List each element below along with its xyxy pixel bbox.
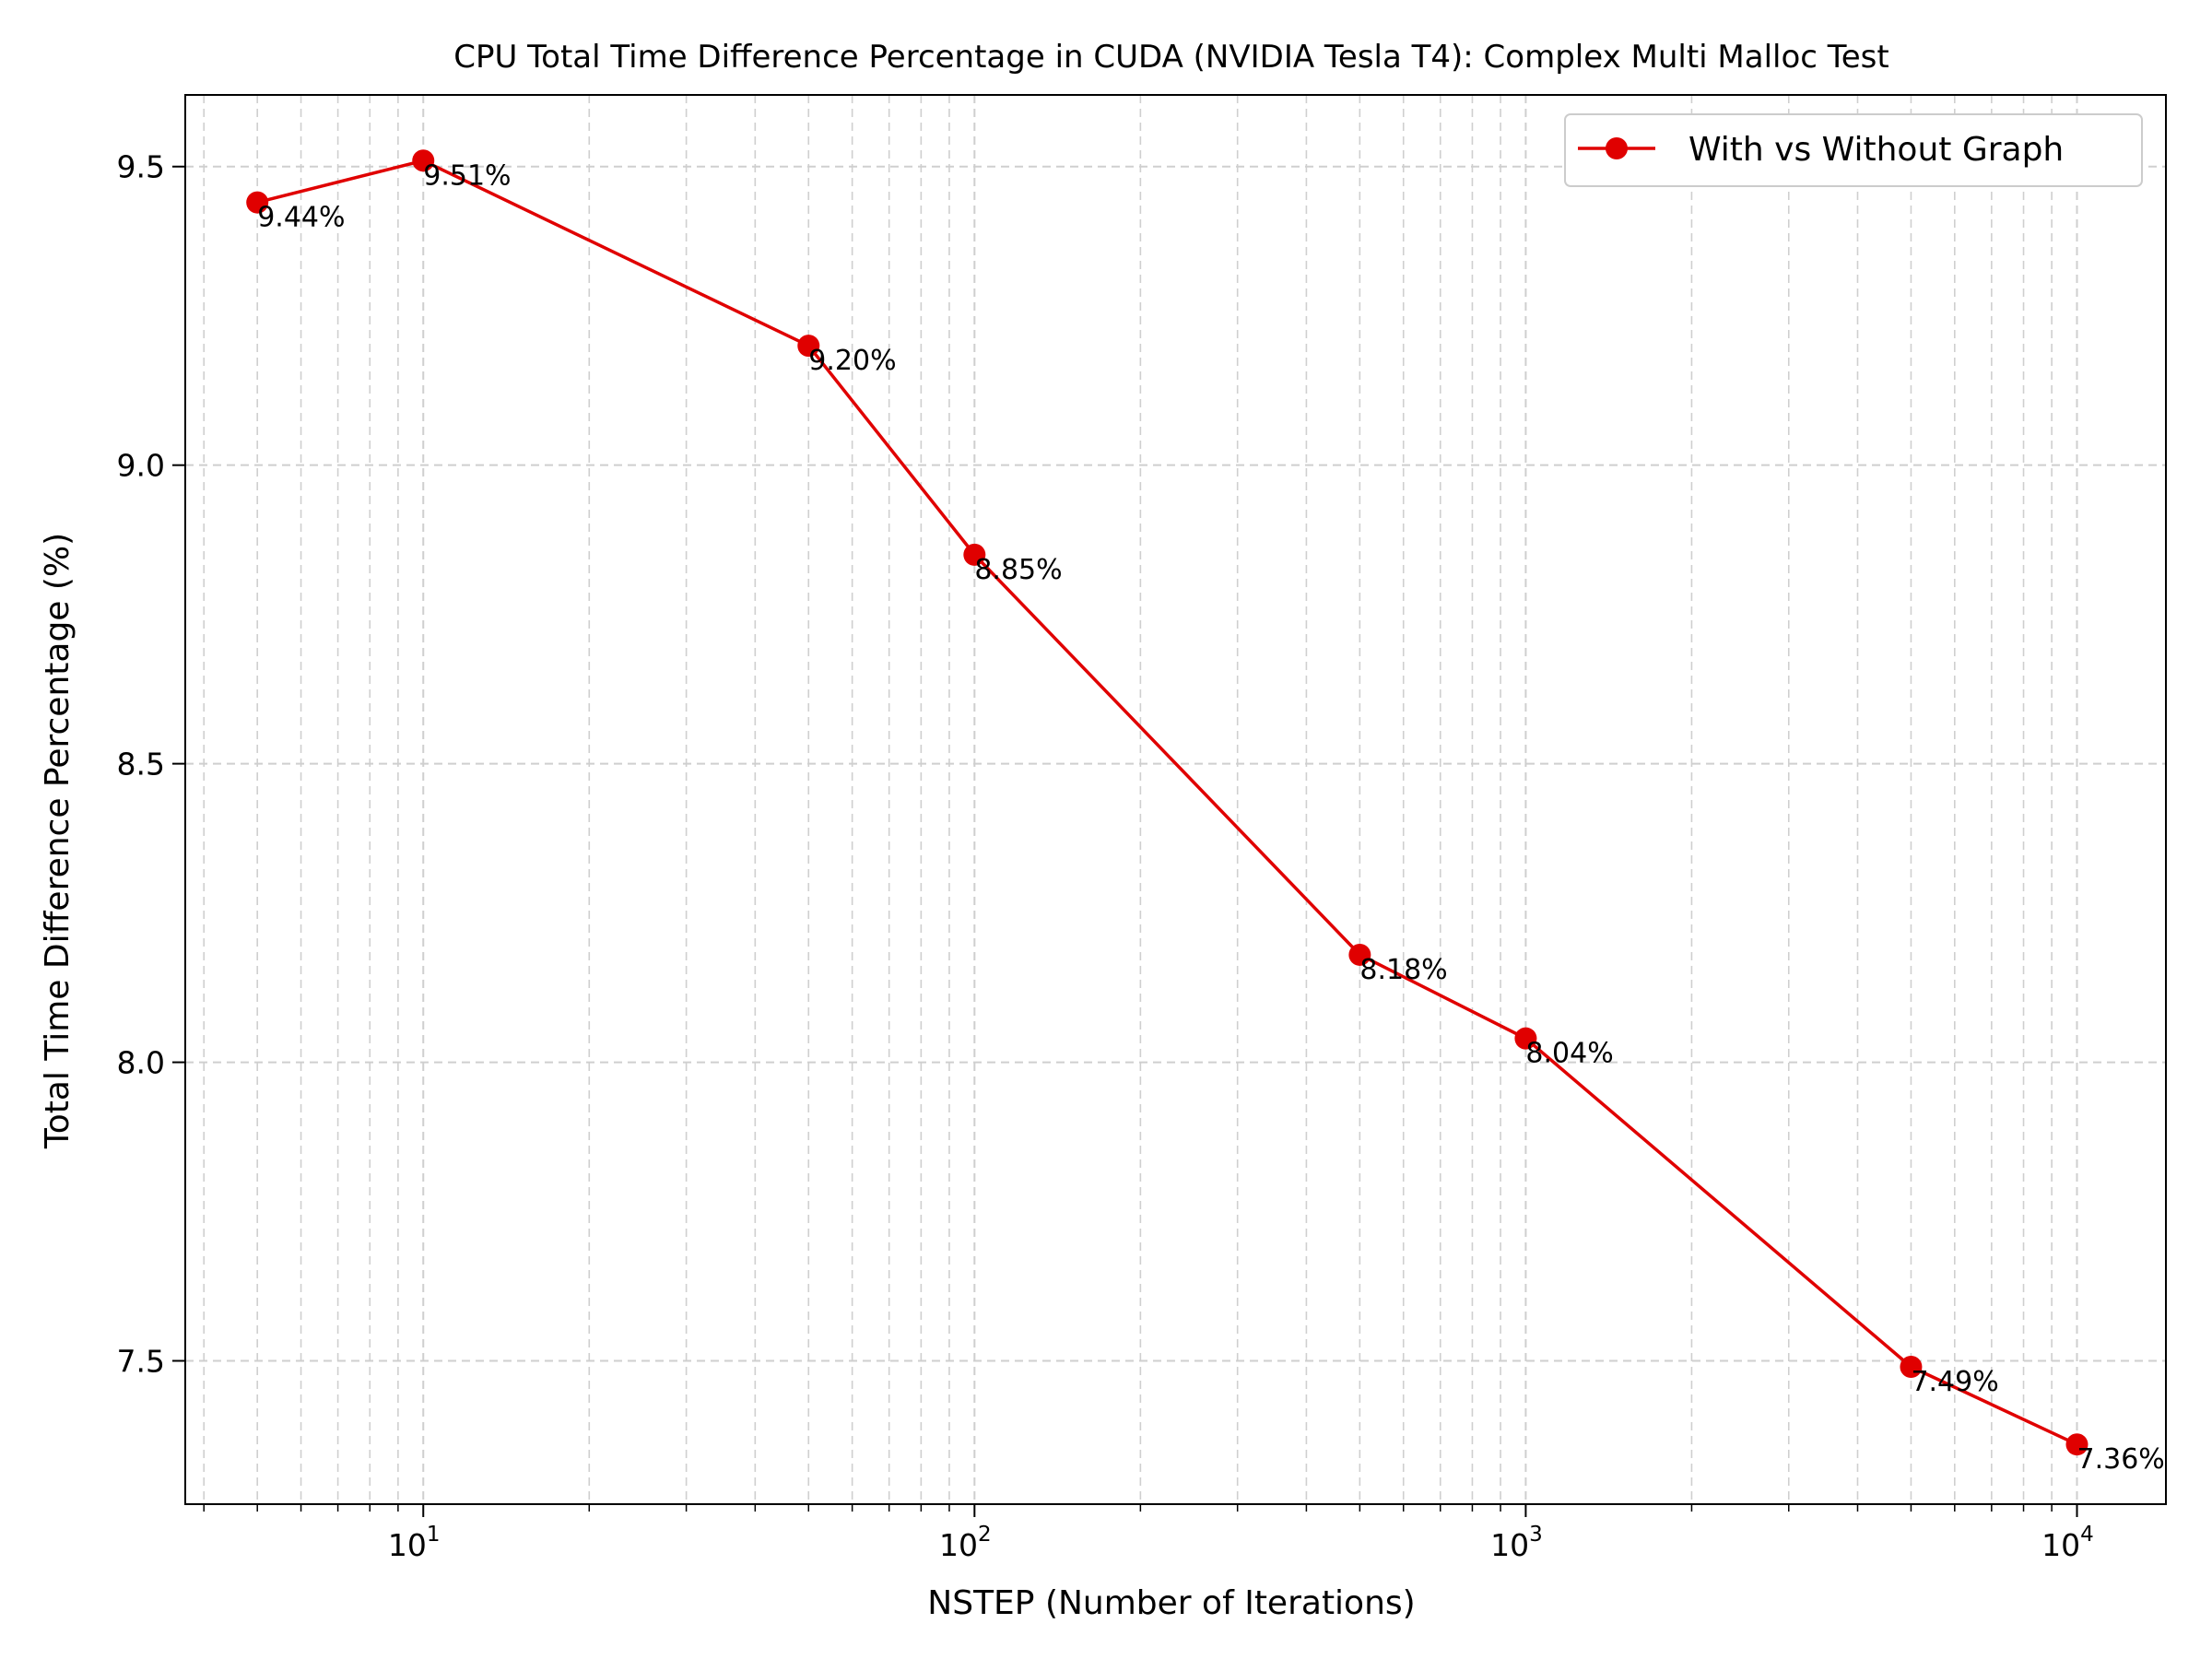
data-label: 7.36% — [2077, 1443, 2164, 1476]
y-tick-label: 7.5 — [117, 1344, 165, 1380]
x-tick-label: 102 — [939, 1523, 992, 1563]
legend-marker — [1606, 137, 1628, 159]
data-label: 8.04% — [1525, 1038, 1613, 1070]
data-label: 8.18% — [1359, 954, 1447, 986]
data-point — [412, 149, 435, 172]
series-line — [256, 159, 2078, 1446]
y-tick-label: 8.5 — [117, 747, 165, 782]
data-label: 9.44% — [257, 202, 345, 234]
data-label: 9.51% — [423, 159, 511, 192]
series-layer — [246, 149, 2088, 1456]
y-axis-label: Total Time Difference Percentage (%) — [39, 533, 76, 1149]
data-point — [1348, 943, 1371, 966]
data-label: 9.20% — [808, 345, 896, 377]
y-tick-label: 9.5 — [117, 149, 165, 185]
axes: 7.5 8.0 8.5 9.0 9.5 101 102 103 104 — [117, 94, 2167, 1563]
legend: With vs Without Graph — [1564, 113, 2143, 187]
x-axis-label: NSTEP (Number of Iterations) — [927, 1584, 1415, 1622]
data-labels: 9.44% 9.51% 9.20% 8.85% 8.18% 8.04% 7.49% 7.36% — [257, 159, 2165, 1476]
data-point — [963, 543, 986, 566]
data-point — [797, 335, 820, 358]
data-point — [1900, 1355, 1923, 1378]
y-tick-label: 8.0 — [117, 1045, 165, 1081]
data-point — [2065, 1433, 2088, 1456]
x-tick-label: 103 — [1490, 1523, 1543, 1563]
data-point — [1514, 1027, 1537, 1050]
chart-title: CPU Total Time Difference Percentage in … — [453, 39, 1888, 76]
data-label: 8.85% — [974, 554, 1062, 586]
x-tick-label: 104 — [2041, 1523, 2094, 1563]
plot-frame — [184, 94, 2167, 1505]
legend-box — [1564, 113, 2143, 187]
data-point — [246, 191, 269, 214]
data-label: 7.49% — [1911, 1366, 1998, 1398]
legend-entry-label: With vs Without Graph — [1688, 131, 2064, 169]
y-tick-label: 9.0 — [117, 448, 165, 484]
x-tick-label: 101 — [388, 1523, 441, 1563]
